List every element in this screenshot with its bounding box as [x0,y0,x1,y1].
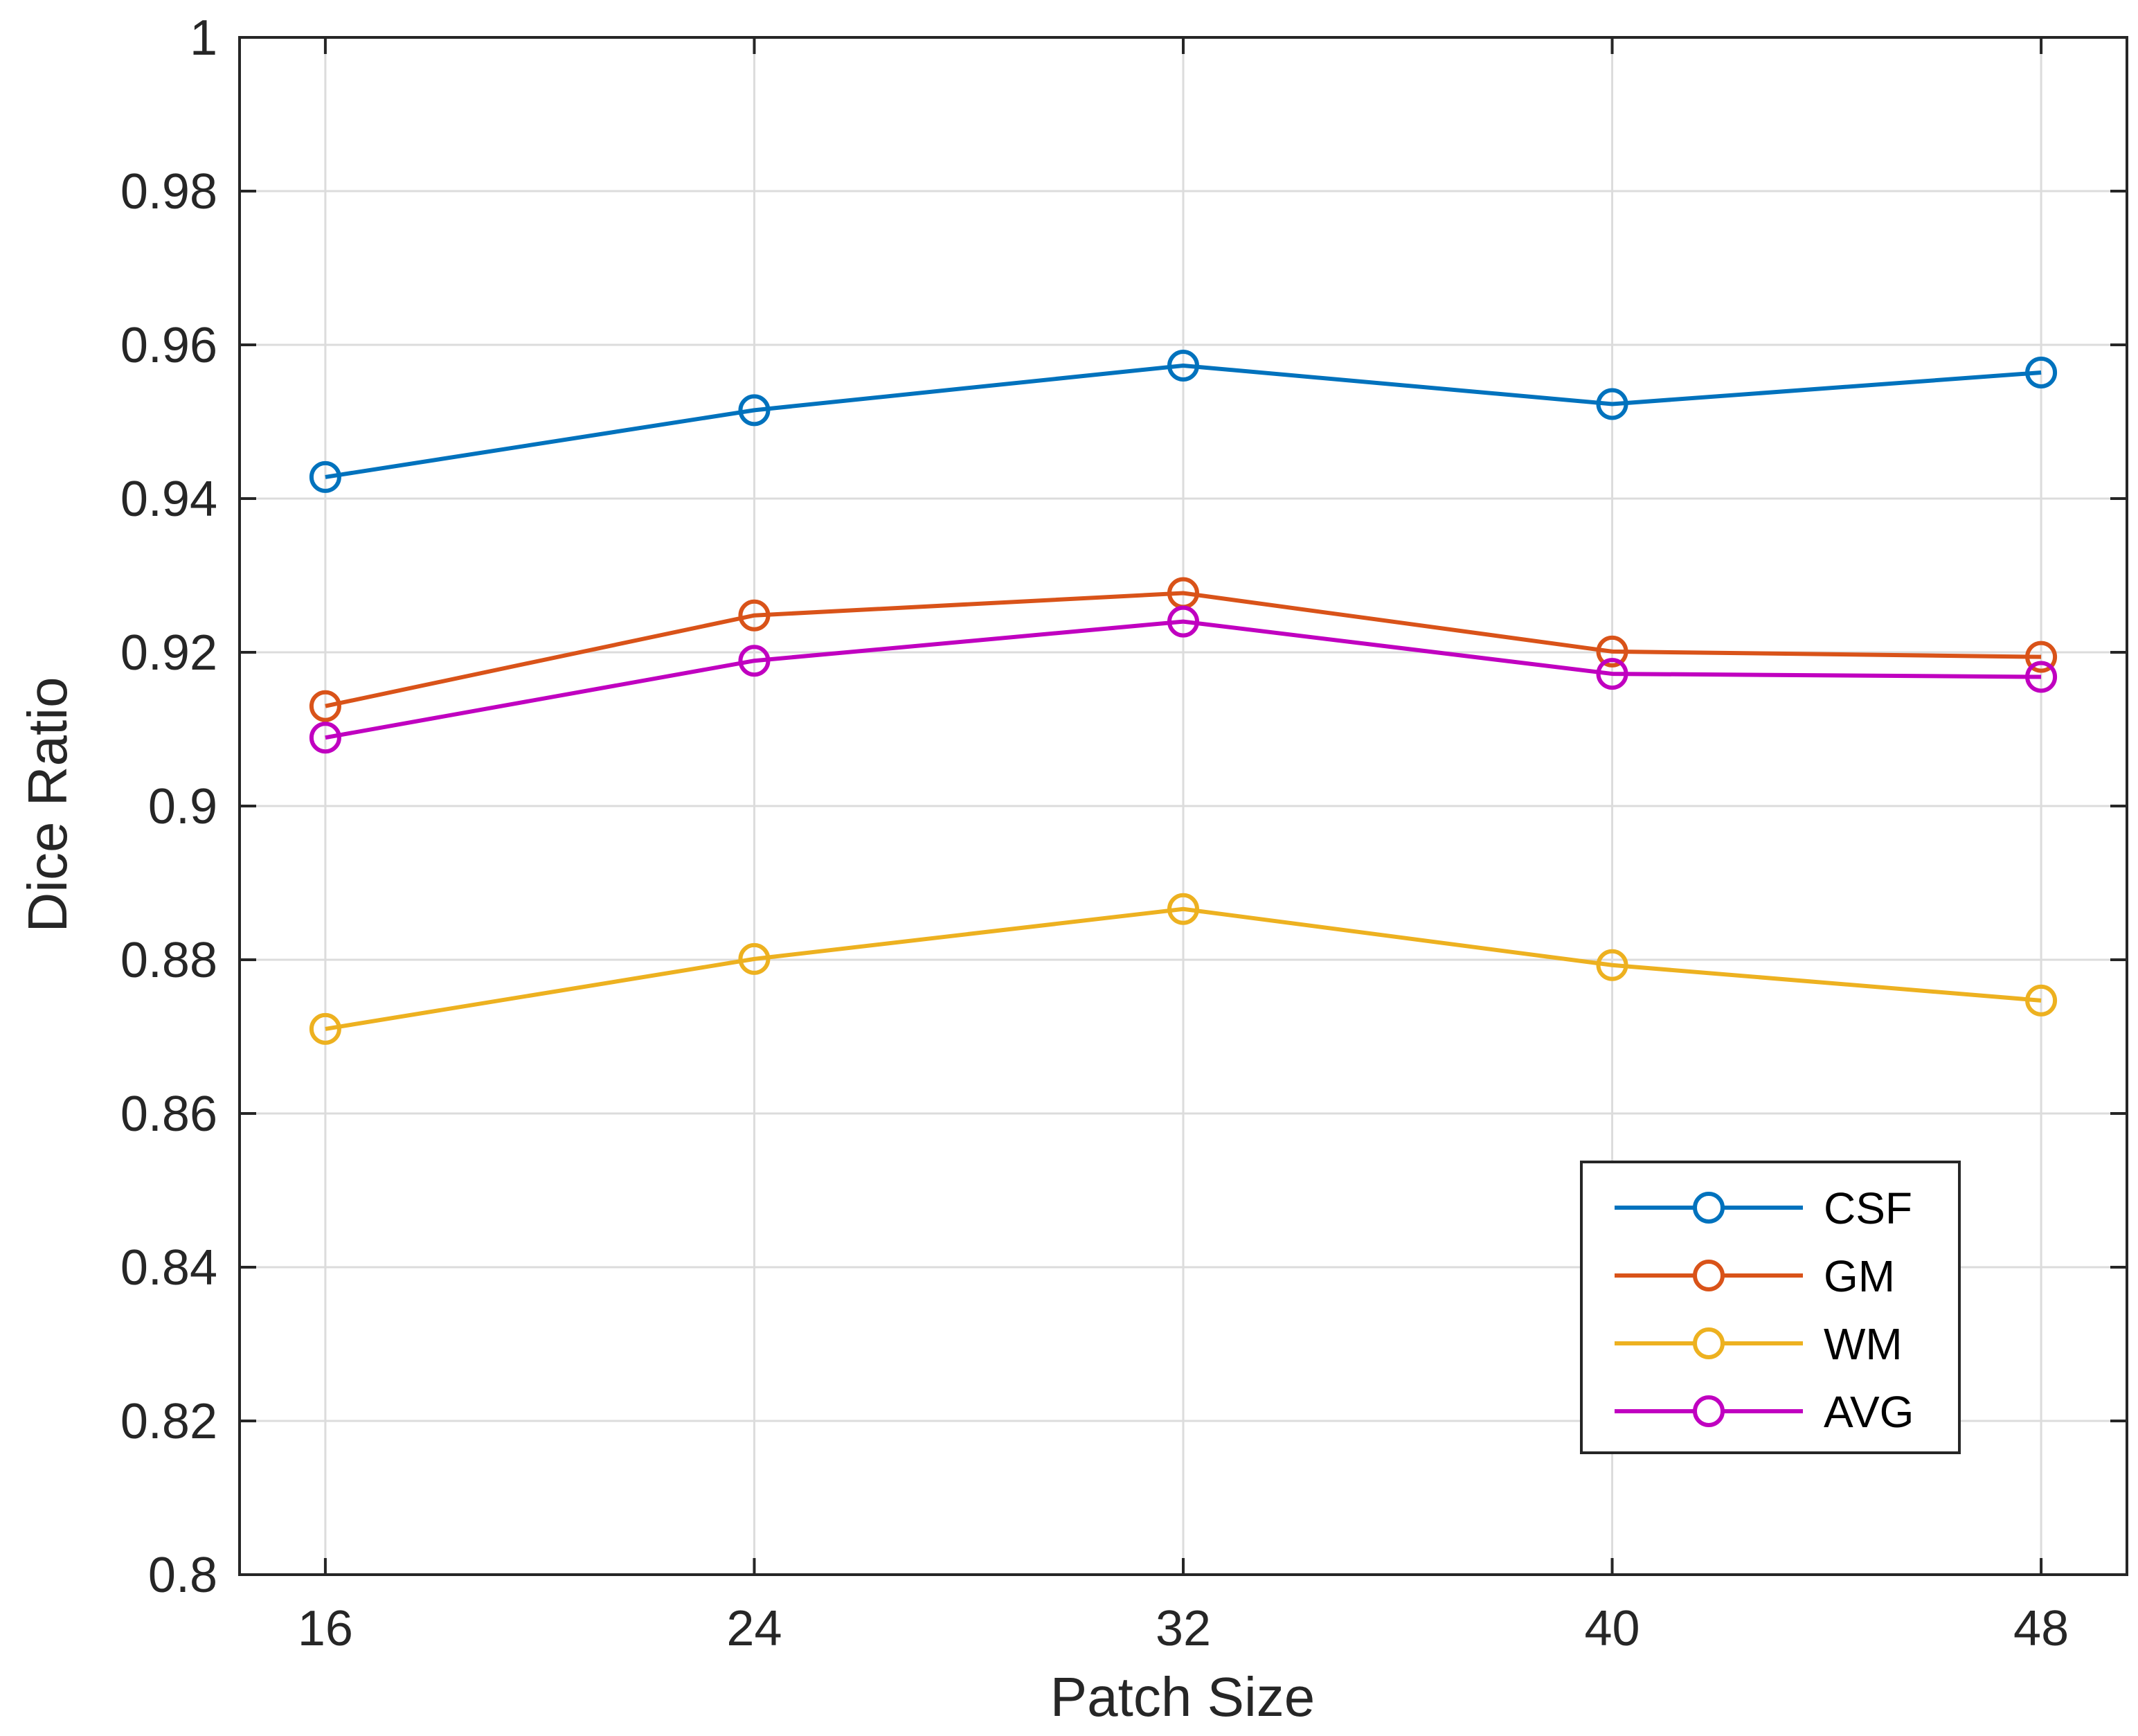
data-point-gm [309,690,341,722]
data-point-csf [309,460,341,493]
data-point-gm [2025,641,2058,673]
data-point-avg [1596,658,1628,690]
y-tick-label: 0.98 [120,164,217,220]
data-point-gm [738,599,771,632]
series-csf [309,349,2058,493]
y-tick-label: 0.9 [148,779,217,834]
legend-entry-wm: WM [1615,1319,1903,1369]
series-lines [309,349,2058,1045]
series-wm [309,893,2058,1045]
legend-label-avg: AVG [1824,1387,1914,1437]
y-tick-label: 0.8 [148,1548,217,1603]
legend-marker-csf [1693,1192,1725,1224]
x-tick-label: 48 [2013,1601,2069,1656]
data-point-avg [2025,661,2058,693]
y-tick-label: 0.92 [120,625,217,681]
legend-entry-avg: AVG [1615,1387,1914,1437]
y-tick-label: 0.82 [120,1394,217,1449]
y-tick-label: 1 [190,10,217,66]
y-tick-label: 0.96 [120,318,217,373]
x-axis-label: Patch Size [1050,1666,1315,1728]
data-point-csf [1167,349,1199,382]
data-point-wm [738,942,771,975]
x-tick-label: 32 [1156,1601,1211,1656]
y-tick-label: 0.94 [120,472,217,527]
data-point-wm [2025,984,2058,1017]
data-point-wm [1596,949,1628,981]
x-tick-label: 24 [726,1601,782,1656]
data-point-csf [738,394,771,427]
legend-label-wm: WM [1824,1319,1903,1369]
data-point-avg [309,722,341,754]
y-tick-label: 0.86 [120,1086,217,1142]
legend-entry-gm: GM [1615,1251,1895,1301]
axis-labels: Patch Size Dice Ratio [17,677,1315,1728]
data-point-csf [1596,388,1628,420]
x-tick-label: 16 [298,1601,353,1656]
data-point-wm [309,1012,341,1045]
data-point-gm [1596,635,1628,668]
data-point-avg [738,645,771,677]
y-axis-label: Dice Ratio [17,677,78,932]
legend-box [1580,1161,1961,1454]
series-line-csf [325,363,2042,479]
legend-marker-wm [1693,1327,1725,1359]
legend-label-csf: CSF [1824,1183,1912,1233]
legend-label-gm: GM [1824,1251,1895,1301]
legend-marker-gm [1693,1260,1725,1291]
data-point-avg [1167,605,1199,638]
legend-marker-avg [1693,1395,1725,1427]
data-point-wm [1167,893,1199,925]
data-point-csf [2025,356,2058,388]
series-avg [309,605,2058,754]
legend: CSF GM WM AVG [1580,1161,1961,1454]
series-line-avg [325,619,2042,740]
series-line-gm [325,591,2042,708]
y-tick-label: 0.88 [120,933,217,988]
series-line-wm [325,906,2042,1031]
legend-entry-csf: CSF [1615,1183,1912,1233]
series-gm [309,577,2058,722]
axes: 16 24 32 40 48 0.8 0.82 0.84 0.86 0.88 0.9 0.92 0.94… [120,10,2128,1656]
y-tick-label: 0.84 [120,1240,217,1296]
x-tick-label: 40 [1584,1601,1640,1656]
